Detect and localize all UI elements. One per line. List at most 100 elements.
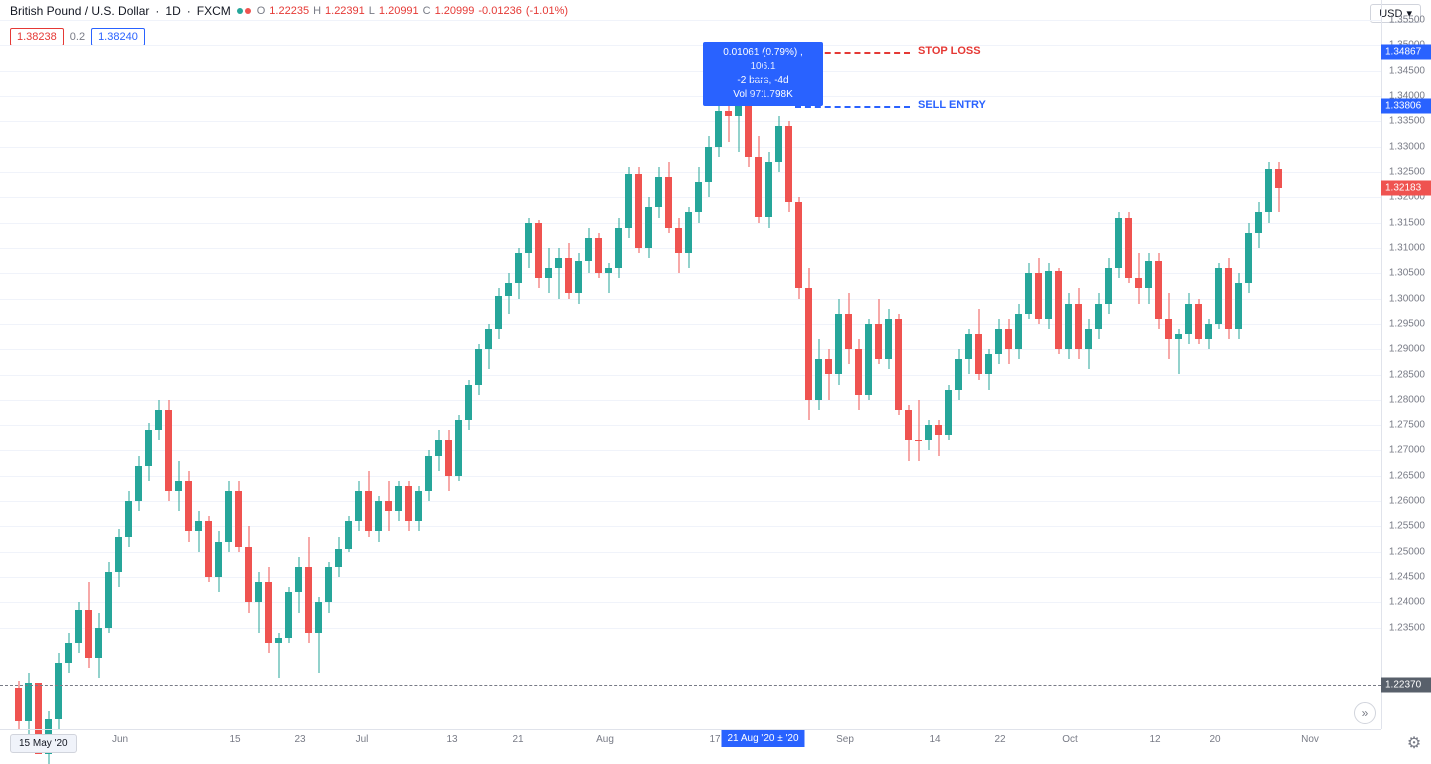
- baseline: [0, 685, 1381, 686]
- candle: [355, 481, 362, 532]
- x-axis-start-date[interactable]: 15 May '20: [10, 734, 77, 753]
- candle: [235, 481, 242, 552]
- y-tick-label: 1.31500: [1389, 217, 1425, 228]
- candle: [435, 430, 442, 471]
- candle: [255, 572, 262, 633]
- candle: [665, 162, 672, 233]
- x-tick-label: Nov: [1301, 734, 1319, 745]
- candle: [1205, 319, 1212, 349]
- candle: [465, 380, 472, 431]
- candle: [205, 516, 212, 582]
- gridline: [0, 425, 1381, 426]
- measure-box[interactable]: [751, 52, 775, 106]
- gridline: [0, 197, 1381, 198]
- candle: [1275, 162, 1282, 213]
- candle: [855, 339, 862, 410]
- candle: [575, 253, 582, 304]
- candle: [945, 385, 952, 441]
- candle: [765, 152, 772, 228]
- gridline: [0, 450, 1381, 451]
- candle: [75, 602, 82, 653]
- scroll-to-latest-button[interactable]: »: [1354, 702, 1376, 724]
- candle: [895, 314, 902, 415]
- candle: [265, 567, 272, 653]
- candle: [775, 116, 782, 172]
- candle: [1255, 202, 1262, 248]
- candle: [1075, 288, 1082, 359]
- candle: [995, 319, 1002, 365]
- x-tick-label: 20: [1209, 734, 1220, 745]
- candle: [555, 248, 562, 299]
- x-tick-label: 23: [294, 734, 305, 745]
- gridline: [0, 45, 1381, 46]
- y-tick-label: 1.24500: [1389, 572, 1425, 583]
- candle: [1225, 258, 1232, 339]
- candle: [285, 587, 292, 643]
- candle: [55, 653, 62, 729]
- candle: [85, 582, 92, 668]
- y-tick-label: 1.34500: [1389, 65, 1425, 76]
- candle: [1195, 299, 1202, 345]
- y-tick-label: 1.33500: [1389, 116, 1425, 127]
- candle: [675, 218, 682, 274]
- candle: [1055, 268, 1062, 354]
- x-tick-label: Aug: [596, 734, 614, 745]
- trade-level-label: SELL ENTRY: [918, 99, 986, 111]
- candle: [135, 456, 142, 512]
- trade-level-line[interactable]: [795, 106, 910, 108]
- gridline: [0, 299, 1381, 300]
- gridline: [0, 628, 1381, 629]
- candle: [685, 207, 692, 268]
- candle: [415, 486, 422, 532]
- x-tick-label: 15: [229, 734, 240, 745]
- candle: [1135, 253, 1142, 304]
- gridline: [0, 400, 1381, 401]
- candle: [905, 405, 912, 461]
- candle: [755, 136, 762, 222]
- candle: [885, 309, 892, 370]
- candle: [545, 248, 552, 294]
- candle: [785, 121, 792, 212]
- y-tick-label: 1.30000: [1389, 293, 1425, 304]
- candle: [105, 562, 112, 633]
- candle: [965, 329, 972, 375]
- gridline: [0, 20, 1381, 21]
- candle: [175, 461, 182, 512]
- y-tick-label: 1.25500: [1389, 521, 1425, 532]
- candle: [225, 481, 232, 552]
- candle: [485, 324, 492, 370]
- candle: [295, 557, 302, 613]
- candle: [315, 597, 322, 673]
- y-tick-label: 1.25000: [1389, 546, 1425, 557]
- candle: [695, 167, 702, 223]
- x-axis[interactable]: 15 May '20 Jun1523Jul1321Aug17Sep1422Oct…: [0, 729, 1381, 756]
- candle: [635, 167, 642, 253]
- x-axis-highlight-date: 21 Aug '20 ± '20: [721, 730, 804, 747]
- x-tick-label: 13: [446, 734, 457, 745]
- gridline: [0, 71, 1381, 72]
- candle: [495, 288, 502, 339]
- x-tick-label: Jun: [112, 734, 128, 745]
- y-tick-label: 1.27000: [1389, 445, 1425, 456]
- chart-plot-area[interactable]: STOP LOSSSELL ENTRY0.01061 (0.79%) , 106…: [0, 0, 1381, 729]
- y-tick-label: 1.29000: [1389, 344, 1425, 355]
- x-tick-label: 14: [929, 734, 940, 745]
- candle: [325, 562, 332, 613]
- candle: [185, 471, 192, 542]
- candle: [795, 197, 802, 298]
- y-tick-label: 1.28000: [1389, 394, 1425, 405]
- candle: [565, 243, 572, 299]
- gridline: [0, 273, 1381, 274]
- candle: [845, 293, 852, 364]
- chart-settings-button[interactable]: ⚙: [1405, 734, 1423, 752]
- y-tick-label: 1.27500: [1389, 420, 1425, 431]
- candle: [935, 420, 942, 455]
- candle: [745, 101, 752, 167]
- y-axis[interactable]: 1.355001.350001.345001.340001.335001.330…: [1381, 0, 1431, 729]
- gridline: [0, 172, 1381, 173]
- candle: [125, 491, 132, 547]
- x-tick-label: Jul: [356, 734, 369, 745]
- price-badge: 1.33806: [1381, 98, 1431, 113]
- candle: [625, 167, 632, 238]
- candle: [1215, 263, 1222, 329]
